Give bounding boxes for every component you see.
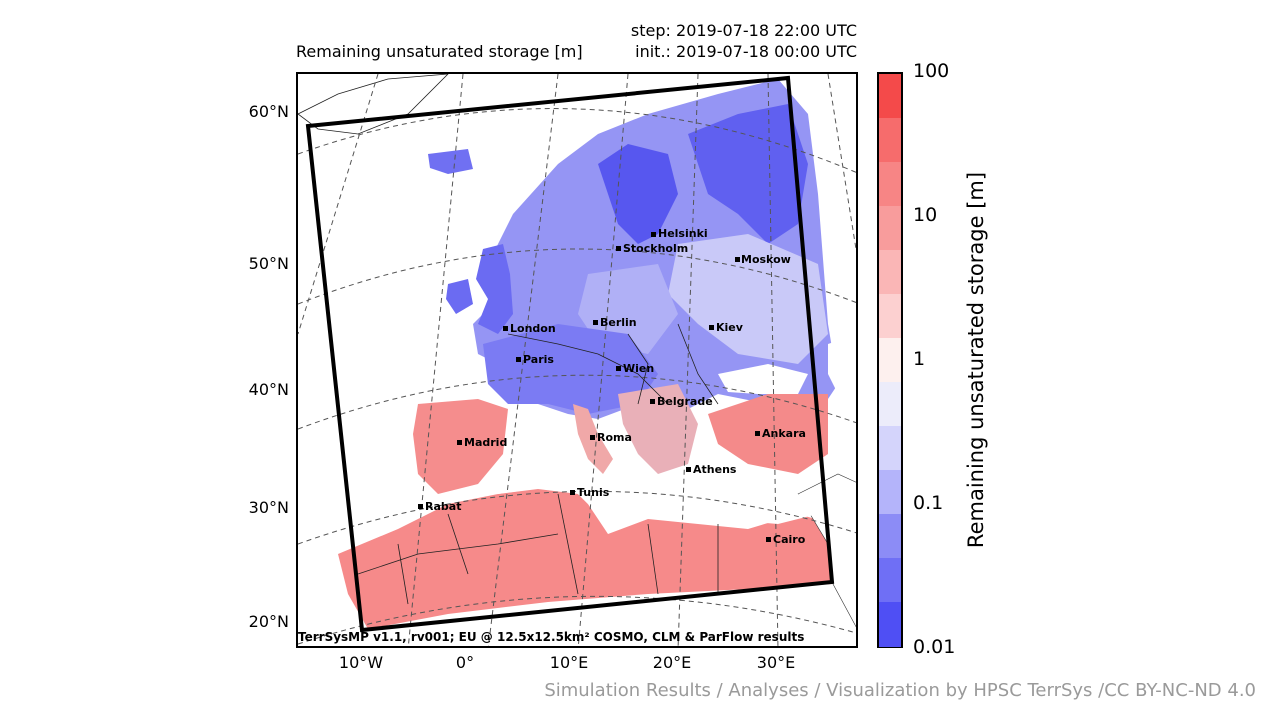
colorbar-band: [879, 74, 901, 120]
city-marker: [709, 325, 714, 330]
city-label: Berlin: [600, 316, 637, 329]
city-marker: [418, 504, 423, 509]
city-label: Athens: [693, 463, 737, 476]
colorbar-tick-label: 100: [913, 60, 950, 82]
lat-label: 60°N: [248, 102, 289, 121]
colorbar-band: [879, 338, 901, 384]
colorbar-band: [879, 206, 901, 252]
city-marker: [686, 467, 691, 472]
colorbar-band: [879, 426, 901, 472]
lon-label: 20°E: [652, 653, 692, 672]
colorbar-title: Remaining unsaturated storage [m]: [964, 171, 988, 549]
city-label: Stockholm: [623, 242, 688, 255]
region-north-africa: [338, 484, 833, 629]
lat-label: 50°N: [248, 254, 289, 273]
city-label: Madrid: [464, 436, 507, 449]
lat-label: 20°N: [248, 612, 289, 631]
colorbar-band: [879, 118, 901, 164]
colorbar-tick-label: 0.1: [913, 492, 944, 514]
colorbar-band: [879, 162, 901, 208]
lat-label: 40°N: [248, 380, 289, 399]
city-marker: [616, 366, 621, 371]
map-canvas: Helsinki Stockholm Moskow London Berlin …: [298, 74, 856, 646]
colorbar-band: [879, 514, 901, 560]
city-label: Helsinki: [658, 227, 708, 240]
lon-label: 0°: [455, 653, 475, 672]
city-label: London: [510, 322, 556, 335]
region-iberia: [413, 399, 508, 494]
step-timestamp: step: 2019-07-18 22:00 UTC: [630, 21, 857, 40]
init-timestamp: init.: 2019-07-18 00:00 UTC: [635, 42, 857, 61]
city-marker: [616, 246, 621, 251]
lon-label: 10°W: [338, 653, 384, 672]
attribution: Simulation Results / Analyses / Visualiz…: [544, 680, 1256, 701]
city-label: Wien: [623, 362, 654, 375]
map-title: Remaining unsaturated storage [m]: [296, 42, 583, 61]
colorbar-band: [879, 558, 901, 604]
model-credit: TerrSysMP v1.1, rv001; EU @ 12.5x12.5km²…: [298, 630, 805, 644]
colorbar-band: [879, 382, 901, 428]
colorbar-tick-label: 10: [913, 204, 938, 226]
colorbar-band: [879, 470, 901, 516]
domain-boundary: [305, 75, 835, 633]
city-marker: [650, 399, 655, 404]
city-label: Kiev: [716, 321, 744, 334]
lon-label: 10°E: [549, 653, 589, 672]
city-label: Tunis: [577, 486, 610, 499]
city-marker: [593, 320, 598, 325]
city-marker: [457, 440, 462, 445]
colorbar-tick-label: 0.01: [913, 636, 956, 658]
city-marker: [766, 537, 771, 542]
city-marker: [516, 357, 521, 362]
region-turkey: [708, 394, 828, 474]
city-marker: [755, 431, 760, 436]
map-panel: Helsinki Stockholm Moskow London Berlin …: [296, 72, 858, 648]
city-marker: [651, 232, 656, 237]
city-label: Cairo: [773, 533, 806, 546]
city-marker: [590, 435, 595, 440]
city-label: Belgrade: [657, 395, 713, 408]
colorbar-tick-label: 1: [913, 348, 926, 370]
city-label: Roma: [597, 431, 632, 444]
colorbar-band: [879, 294, 901, 340]
city-label: Ankara: [762, 427, 806, 440]
colorbar-band: [879, 250, 901, 296]
city-markers: Helsinki Stockholm Moskow London Berlin …: [418, 227, 806, 546]
colorbar-band: [879, 602, 901, 648]
region-british-isles: [476, 244, 513, 334]
city-label: Moskow: [741, 253, 791, 266]
lon-label: 30°E: [756, 653, 796, 672]
city-marker: [735, 257, 740, 262]
lat-label: 30°N: [248, 498, 289, 517]
city-label: Rabat: [425, 500, 461, 513]
city-label: Paris: [523, 353, 554, 366]
city-marker: [503, 326, 508, 331]
city-marker: [570, 490, 575, 495]
colorbar: [877, 72, 903, 648]
